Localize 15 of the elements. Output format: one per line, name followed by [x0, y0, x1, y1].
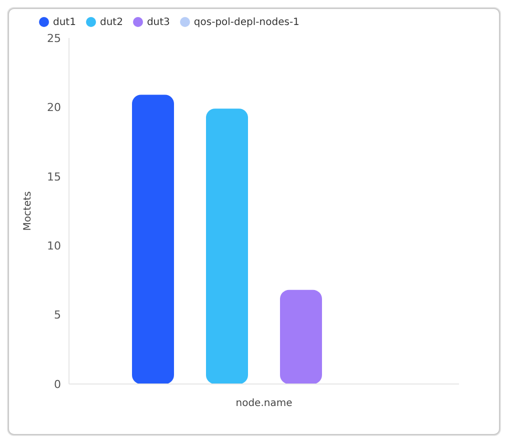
- bar: [132, 94, 174, 384]
- legend-label: qos-pol-depl-nodes-1: [194, 17, 300, 28]
- bar: [280, 290, 322, 384]
- y-tick-label: 25: [47, 32, 61, 45]
- y-tick-label: 20: [47, 101, 61, 114]
- y-tick-label: 15: [47, 170, 61, 184]
- y-tick-label: 10: [47, 240, 61, 253]
- legend-label: dut1: [53, 17, 76, 28]
- bar: [206, 108, 248, 384]
- y-axis-title: Moctets: [22, 191, 34, 231]
- y-tick-label: 0: [54, 378, 61, 391]
- legend-label: dut2: [100, 17, 123, 28]
- x-axis-title: node.name: [236, 398, 292, 409]
- legend-label: dut3: [146, 17, 170, 28]
- y-tick-label: 5: [54, 308, 61, 322]
